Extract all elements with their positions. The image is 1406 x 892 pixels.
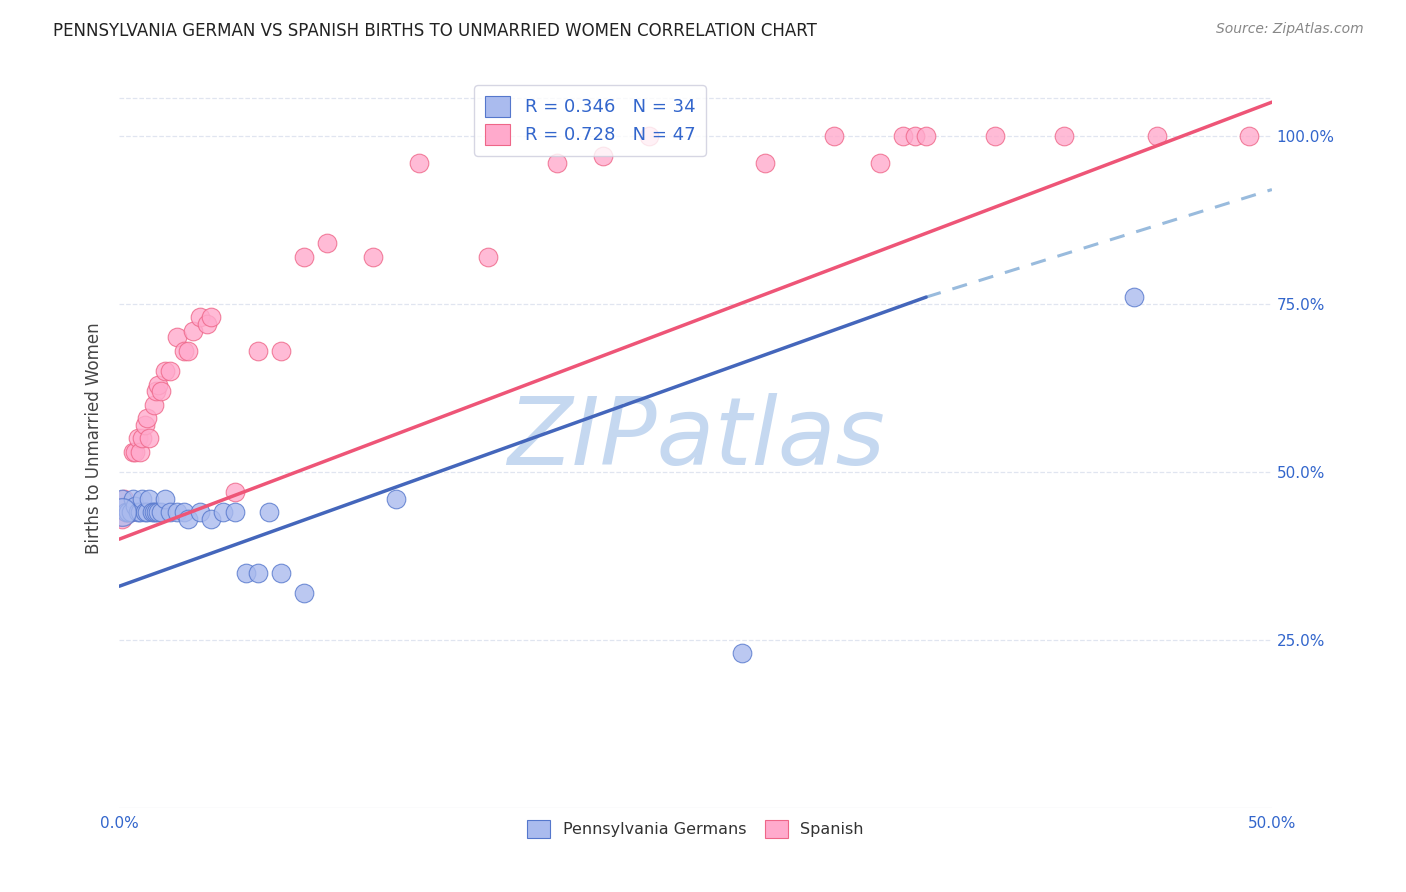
Point <box>869 155 891 169</box>
Point <box>754 155 776 169</box>
Point <box>361 250 384 264</box>
Point <box>173 343 195 358</box>
Point <box>159 505 181 519</box>
Point <box>546 155 568 169</box>
Point <box>136 411 159 425</box>
Point <box>385 491 408 506</box>
Text: ZIPatlas: ZIPatlas <box>506 392 884 483</box>
Point <box>200 512 222 526</box>
Point <box>1146 128 1168 143</box>
Point <box>148 377 170 392</box>
Point <box>124 499 146 513</box>
Point <box>292 250 315 264</box>
Point <box>891 128 914 143</box>
Point <box>823 128 845 143</box>
Point <box>477 250 499 264</box>
Point <box>117 505 139 519</box>
Point <box>270 343 292 358</box>
Point <box>408 155 430 169</box>
Point <box>120 505 142 519</box>
Point <box>188 505 211 519</box>
Point <box>731 647 754 661</box>
Point <box>224 505 246 519</box>
Point <box>129 505 152 519</box>
Point <box>127 505 149 519</box>
Point <box>124 444 146 458</box>
Point <box>200 310 222 325</box>
Point <box>1122 290 1144 304</box>
Point <box>166 505 188 519</box>
Point <box>141 505 163 519</box>
Point <box>122 444 145 458</box>
Point <box>117 505 139 519</box>
Point <box>149 505 172 519</box>
Point <box>115 505 138 519</box>
Point <box>110 491 132 506</box>
Point <box>138 431 160 445</box>
Point <box>188 310 211 325</box>
Point <box>257 505 280 519</box>
Point <box>638 128 661 143</box>
Point <box>173 505 195 519</box>
Text: PENNSYLVANIA GERMAN VS SPANISH BIRTHS TO UNMARRIED WOMEN CORRELATION CHART: PENNSYLVANIA GERMAN VS SPANISH BIRTHS TO… <box>53 22 817 40</box>
Point <box>915 128 938 143</box>
Point <box>181 324 204 338</box>
Point <box>155 491 177 506</box>
Point <box>246 343 269 358</box>
Point <box>129 444 152 458</box>
Point <box>246 566 269 580</box>
Point <box>110 512 132 526</box>
Point <box>1053 128 1076 143</box>
Point <box>122 491 145 506</box>
Point <box>134 417 156 432</box>
Point <box>149 384 172 399</box>
Point <box>155 364 177 378</box>
Point <box>177 343 200 358</box>
Y-axis label: Births to Unmarried Women: Births to Unmarried Women <box>86 323 103 554</box>
Point <box>136 505 159 519</box>
Text: Source: ZipAtlas.com: Source: ZipAtlas.com <box>1216 22 1364 37</box>
Point <box>159 364 181 378</box>
Point <box>195 317 218 331</box>
Point <box>142 398 165 412</box>
Legend: Pennsylvania Germans, Spanish: Pennsylvania Germans, Spanish <box>522 814 870 845</box>
Point <box>315 236 337 251</box>
Point <box>112 491 135 506</box>
Point <box>110 505 132 519</box>
Point <box>115 505 138 519</box>
Point <box>592 149 614 163</box>
Point <box>131 431 153 445</box>
Point <box>1237 128 1260 143</box>
Point <box>145 384 167 399</box>
Point <box>148 505 170 519</box>
Point <box>142 505 165 519</box>
Point <box>138 491 160 506</box>
Point <box>903 128 925 143</box>
Point <box>177 512 200 526</box>
Point <box>235 566 257 580</box>
Point <box>145 505 167 519</box>
Point <box>166 330 188 344</box>
Point <box>127 431 149 445</box>
Point <box>131 491 153 506</box>
Point <box>270 566 292 580</box>
Point <box>212 505 235 519</box>
Point <box>984 128 1007 143</box>
Point <box>292 586 315 600</box>
Point <box>224 485 246 500</box>
Point <box>134 505 156 519</box>
Point <box>120 505 142 519</box>
